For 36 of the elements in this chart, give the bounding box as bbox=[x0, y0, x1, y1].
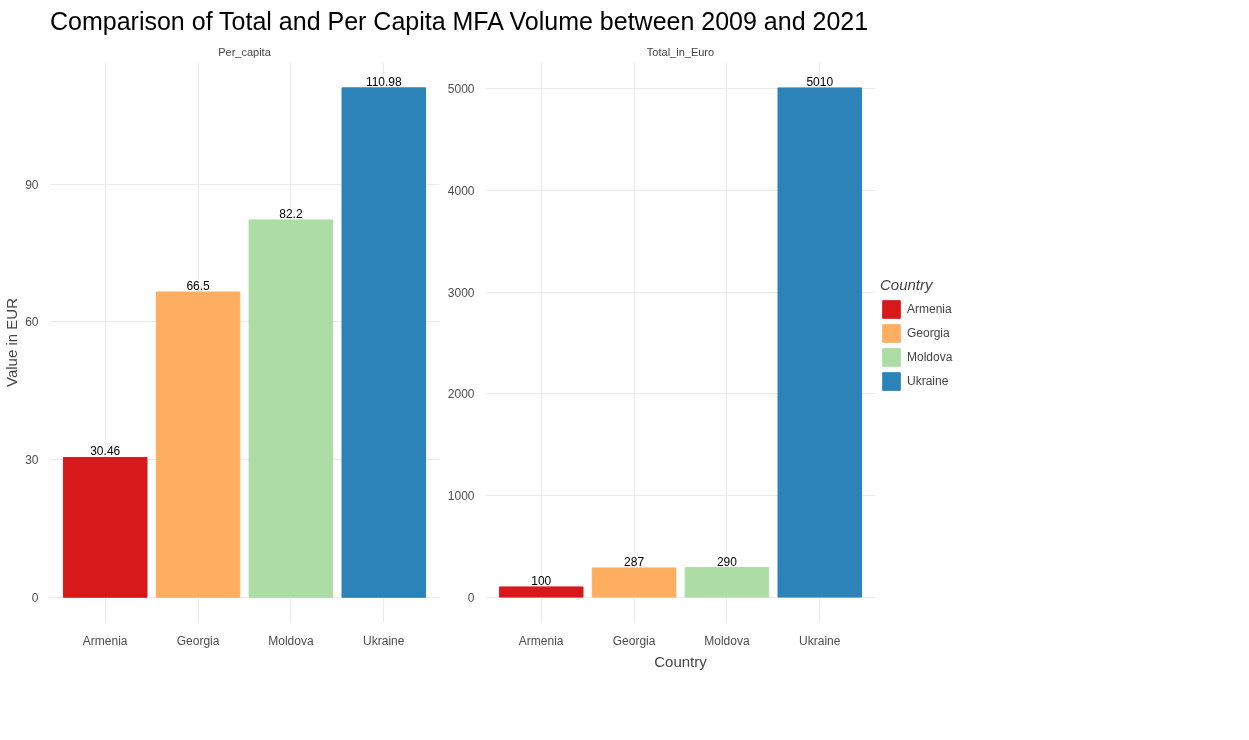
x-tick-label: Ukraine bbox=[363, 633, 405, 648]
data-label: 287 bbox=[624, 554, 645, 569]
y-tick-label: 0 bbox=[31, 590, 39, 605]
chart-subtitle: Total_in_Euro bbox=[646, 45, 715, 58]
legend-label: Ukraine bbox=[907, 374, 949, 388]
y-tick-label: 90 bbox=[25, 177, 39, 192]
y-tick-label: 0 bbox=[467, 590, 475, 605]
legend-label: Armenia bbox=[907, 302, 952, 316]
chart-title: Comparison of Total and Per Capita MFA Volume between 2009 and 2021 bbox=[50, 6, 869, 37]
x-tick-label: Armenia bbox=[518, 633, 564, 648]
y-tick-label: 4000 bbox=[447, 184, 475, 199]
data-label: 66.5 bbox=[186, 279, 211, 294]
data-label: 110.98 bbox=[365, 74, 403, 89]
x-tick-label: Armenia bbox=[82, 633, 128, 648]
y-tick-label: 1000 bbox=[447, 488, 475, 503]
data-label: 100 bbox=[531, 573, 552, 588]
x-tick-label: Moldova bbox=[704, 633, 750, 648]
y-tick-label: 3000 bbox=[447, 285, 475, 300]
data-label: 5010 bbox=[806, 74, 834, 89]
x-tick-label: Georgia bbox=[612, 633, 656, 648]
x-axis-title: Country bbox=[654, 652, 708, 670]
y-axis-title: Value in EUR bbox=[3, 297, 21, 387]
chart-subtitle: Per_capita bbox=[218, 45, 272, 58]
legend-title: Country bbox=[880, 276, 934, 293]
data-label: 30.46 bbox=[90, 444, 121, 459]
legend-label: Georgia bbox=[907, 326, 950, 340]
data-label: 82.2 bbox=[279, 206, 303, 221]
legend-label: Moldova bbox=[907, 350, 953, 364]
y-tick-label: 2000 bbox=[447, 387, 475, 402]
y-tick-label: 30 bbox=[25, 453, 39, 468]
x-tick-label: Ukraine bbox=[799, 633, 841, 648]
x-tick-label: Georgia bbox=[176, 633, 220, 648]
data-label: 290 bbox=[716, 554, 738, 569]
y-tick-label: 5000 bbox=[447, 82, 475, 97]
y-tick-label: 60 bbox=[25, 315, 39, 330]
x-tick-label: Moldova bbox=[268, 633, 314, 648]
